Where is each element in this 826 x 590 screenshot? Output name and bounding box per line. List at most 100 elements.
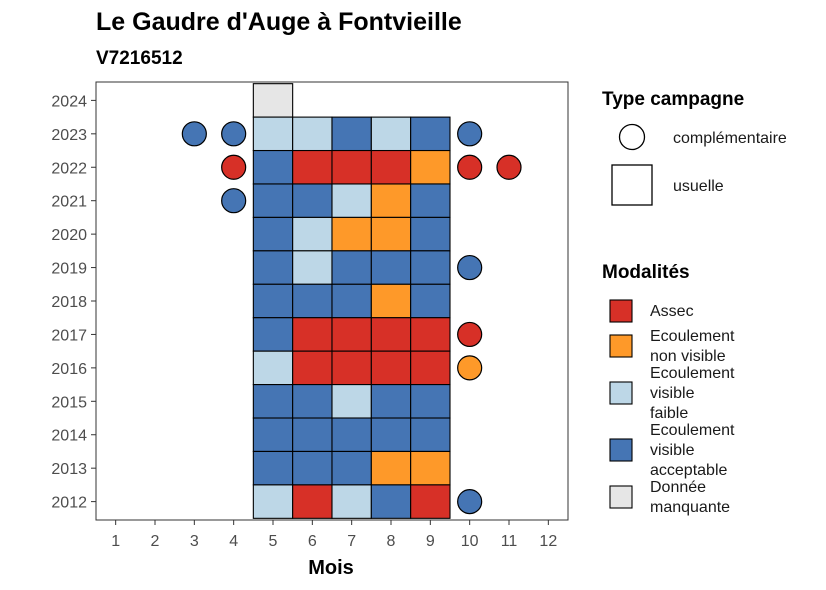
legend-square-key xyxy=(611,164,653,206)
cell-usuelle-2022-8 xyxy=(370,149,412,185)
cell-usuelle-2020-5 xyxy=(252,216,294,252)
cell-usuelle-2014-5 xyxy=(252,417,294,453)
marker-complementaire-2022-4 xyxy=(221,154,247,180)
marker-complementaire-2023-3 xyxy=(181,121,207,147)
x-tick-label: 1 xyxy=(111,533,120,550)
y-tick-label: 2022 xyxy=(51,160,87,177)
cell-usuelle-2023-7 xyxy=(331,116,372,152)
cell-usuelle-2021-5 xyxy=(252,183,294,218)
cell-usuelle-2018-6 xyxy=(292,283,333,319)
legend-key-manquante xyxy=(609,485,633,509)
y-tick-label: 2012 xyxy=(51,495,87,512)
x-tick-label: 11 xyxy=(501,533,518,550)
cell-usuelle-2014-8 xyxy=(370,417,412,453)
legend-campaign-label: complémentaire xyxy=(673,130,787,147)
legend-key-assec xyxy=(609,299,633,323)
marker-complementaire-2021-4 xyxy=(221,188,247,214)
cell-usuelle-2022-9 xyxy=(410,149,451,185)
cell-usuelle-2012-6 xyxy=(292,484,333,519)
marker-complementaire-2022-11 xyxy=(496,154,522,180)
cell-usuelle-2016-8 xyxy=(370,350,412,386)
x-tick-label: 6 xyxy=(308,533,317,550)
y-tick-label: 2013 xyxy=(51,461,87,478)
x-tick-label: 4 xyxy=(229,533,238,550)
marker-complementaire-2023-10 xyxy=(457,121,483,147)
cell-usuelle-2017-7 xyxy=(331,317,372,352)
y-axis: 2012 2013 2014 2015 2016 2017 2018 2019 2020 2021… xyxy=(51,93,96,512)
legend-label-faible: visible xyxy=(650,385,695,402)
cell-usuelle-2017-5 xyxy=(252,317,294,352)
y-tick-label: 2020 xyxy=(51,227,87,244)
x-tick-label: 5 xyxy=(269,533,278,550)
y-tick-label: 2021 xyxy=(51,194,87,211)
cell-usuelle-2019-7 xyxy=(331,250,372,285)
cell-usuelle-2012-8 xyxy=(370,484,412,519)
legend-label-manquante: manquante xyxy=(650,499,730,516)
cell-usuelle-2023-8 xyxy=(370,116,412,152)
marker-complementaire-2016-10 xyxy=(457,355,483,381)
y-tick-label: 2018 xyxy=(51,294,87,311)
y-tick-label: 2019 xyxy=(51,261,87,278)
cell-usuelle-2022-6 xyxy=(292,149,333,185)
marker-complementaire-2022-10 xyxy=(457,154,483,180)
cell-usuelle-2015-9 xyxy=(410,384,451,419)
cell-usuelle-2023-9 xyxy=(410,116,451,152)
x-tick-label: 8 xyxy=(387,533,396,550)
legend-key-nonvisible xyxy=(609,334,633,358)
cell-usuelle-2016-9 xyxy=(410,350,451,386)
cell-usuelle-2018-5 xyxy=(252,283,294,319)
cell-usuelle-2021-6 xyxy=(292,183,333,218)
marker-complementaire-2023-4 xyxy=(221,121,247,147)
x-tick-label: 10 xyxy=(461,533,479,550)
cell-usuelle-2013-6 xyxy=(292,450,333,486)
legend-label-acceptable: acceptable xyxy=(650,462,727,479)
cell-usuelle-2013-8 xyxy=(370,450,412,486)
legend-label-nonvisible: non visible xyxy=(650,348,726,365)
legend-campaign-title: Type campagne xyxy=(602,89,744,110)
x-axis-title: Mois xyxy=(308,557,354,579)
cell-usuelle-2019-6 xyxy=(292,250,333,285)
legend-campaign-label: usuelle xyxy=(673,178,724,195)
cell-usuelle-2020-6 xyxy=(292,216,333,252)
y-tick-label: 2024 xyxy=(51,93,87,110)
legend-label-acceptable: Ecoulement xyxy=(650,422,735,439)
observation-cells xyxy=(181,83,522,519)
cell-usuelle-2024-5 xyxy=(252,83,294,118)
cell-usuelle-2017-6 xyxy=(292,317,333,352)
cell-usuelle-2018-9 xyxy=(410,283,451,319)
chart-title: Le Gaudre d'Auge à Fontvieille xyxy=(96,8,462,36)
cell-usuelle-2018-7 xyxy=(331,283,372,319)
x-axis: 1 2 3 4 5 6 7 8 9 10 11 12 xyxy=(111,520,557,550)
cell-usuelle-2021-9 xyxy=(410,183,451,218)
legend-label-acceptable: visible xyxy=(650,442,695,459)
legend-circle-key xyxy=(618,123,646,151)
cell-usuelle-2015-6 xyxy=(292,384,333,419)
cell-usuelle-2020-7 xyxy=(331,216,372,252)
cell-usuelle-2019-8 xyxy=(370,250,412,285)
cell-usuelle-2019-9 xyxy=(410,250,451,285)
x-tick-label: 7 xyxy=(347,533,356,550)
x-tick-label: 9 xyxy=(426,533,435,550)
cell-usuelle-2013-9 xyxy=(410,450,451,486)
cell-usuelle-2019-5 xyxy=(252,250,294,285)
legend: Type campagne complémentaire usuelle Mod… xyxy=(602,89,787,516)
cell-usuelle-2018-8 xyxy=(370,283,412,319)
cell-usuelle-2014-6 xyxy=(292,417,333,453)
cell-usuelle-2015-8 xyxy=(370,384,412,419)
chart-subtitle: V7216512 xyxy=(96,48,183,69)
legend-label-manquante: Donnée xyxy=(650,479,706,496)
legend-label-nonvisible: Ecoulement xyxy=(650,328,735,345)
cell-usuelle-2012-7 xyxy=(331,484,372,519)
y-tick-label: 2016 xyxy=(51,361,87,378)
cell-usuelle-2017-8 xyxy=(370,317,412,352)
cell-usuelle-2013-7 xyxy=(331,450,372,486)
legend-key-faible xyxy=(609,381,633,405)
marker-complementaire-2017-10 xyxy=(457,321,483,348)
cell-usuelle-2015-5 xyxy=(252,384,294,419)
cell-usuelle-2013-5 xyxy=(252,450,294,486)
y-tick-label: 2023 xyxy=(51,127,87,144)
cell-usuelle-2022-5 xyxy=(252,149,294,185)
cell-usuelle-2017-9 xyxy=(410,317,451,352)
cell-usuelle-2020-8 xyxy=(370,216,412,252)
